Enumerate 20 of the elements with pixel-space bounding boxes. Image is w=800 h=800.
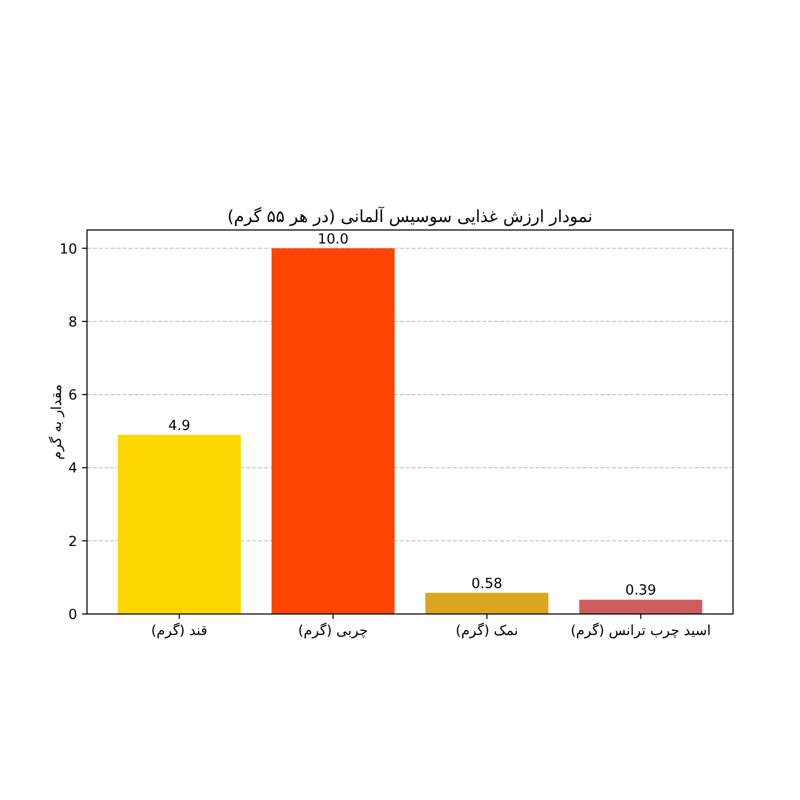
y-axis-title: مقدار به گرم bbox=[48, 384, 65, 460]
data-label: 10.0 bbox=[318, 231, 349, 248]
x-tick-label: اسید چرب ترانس (گرم) bbox=[570, 622, 711, 639]
bar bbox=[579, 600, 702, 614]
x-tick-label: نمک (گرم) bbox=[456, 622, 518, 639]
data-label: 4.9 bbox=[168, 418, 190, 434]
x-tick-label: قند (گرم) bbox=[151, 622, 208, 639]
bar bbox=[272, 248, 395, 614]
bar bbox=[118, 434, 241, 614]
y-tick-label: 10 bbox=[60, 241, 78, 258]
y-tick-label: 8 bbox=[68, 314, 78, 330]
y-tick-label: 2 bbox=[68, 534, 78, 550]
y-tick-label: 0 bbox=[68, 607, 78, 623]
bar bbox=[425, 592, 548, 614]
x-tick-label: چربی (گرم) bbox=[298, 622, 368, 639]
data-label: 0.39 bbox=[625, 582, 656, 599]
y-tick-label: 4 bbox=[68, 460, 78, 477]
chart-title: نمودار ارزش غذایی سوسیس آلمانی (در هر ۵۵ گرم) bbox=[227, 206, 593, 227]
data-label: 0.58 bbox=[471, 576, 502, 592]
y-tick-label: 6 bbox=[68, 388, 78, 404]
